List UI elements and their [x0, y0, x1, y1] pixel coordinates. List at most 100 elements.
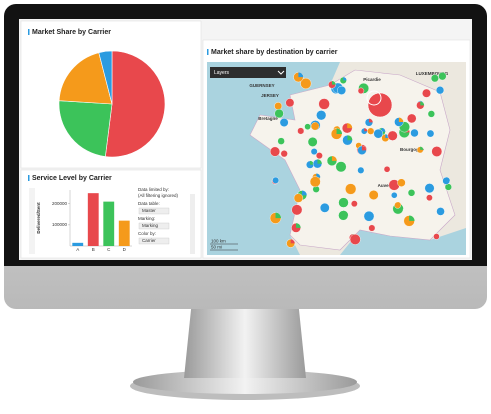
scrollbar: [190, 194, 195, 254]
map-marker-slice: [343, 210, 349, 216]
map-marker: [427, 110, 435, 118]
bar: [87, 193, 99, 246]
bar: [103, 201, 115, 246]
map-marker-slice: [331, 81, 336, 85]
map-marker: [387, 130, 398, 141]
map-marker: [272, 176, 280, 184]
map-marker: [357, 166, 365, 174]
map-marker: [316, 110, 327, 121]
france: [249, 69, 456, 251]
map-marker: [426, 194, 433, 202]
map-marker: [349, 233, 361, 245]
place-label: JERSEY: [261, 93, 279, 98]
map-marker: [424, 183, 435, 194]
place-label: GUERNSEY: [249, 83, 274, 88]
map-marker: [431, 146, 443, 157]
map-marker-slice: [398, 117, 404, 122]
map-marker: [436, 207, 445, 216]
pie-slice: [58, 100, 113, 157]
settings-text: Marking: [142, 223, 159, 228]
map-marker-slice: [420, 146, 424, 150]
map-marker: [297, 127, 305, 135]
map-marker: [319, 202, 330, 213]
map-marker: [277, 137, 285, 145]
pie-slice: [98, 50, 113, 105]
map-marker: [368, 224, 376, 232]
map-marker-slice: [275, 212, 282, 219]
map-marker-slice: [347, 135, 353, 141]
map-marker-slice: [343, 77, 347, 81]
map-marker-slice: [317, 159, 322, 164]
map-marker-slice: [409, 215, 415, 221]
map-marker-slice: [446, 177, 450, 181]
selection-ring: [366, 90, 382, 106]
map-marker: [410, 128, 419, 138]
map-marker: [293, 193, 304, 203]
map-marker-slice: [331, 155, 337, 161]
map-marker: [363, 210, 375, 222]
settings-text: Marking:: [138, 216, 155, 221]
x-tick-label: B: [92, 247, 95, 252]
map-marker: [310, 148, 318, 155]
settings-text: Data limited by:: [138, 187, 169, 192]
place-label: Bourgogne: [400, 147, 424, 152]
map-marker: [338, 197, 349, 208]
map-marker: [345, 183, 357, 195]
map-marker: [422, 88, 431, 98]
map-marker: [307, 136, 318, 147]
map-marker-slice: [397, 201, 401, 206]
map-marker: [433, 233, 440, 240]
map-marker-slice: [316, 173, 321, 178]
panel-title: Service Level by Carrier: [32, 175, 112, 182]
map-marker: [309, 176, 321, 188]
map-marker: [269, 146, 281, 157]
map-marker: [391, 191, 398, 199]
map-marker: [315, 152, 323, 160]
map-marker: [397, 178, 406, 187]
title-marker: [207, 49, 209, 55]
map-marker-slice: [420, 101, 425, 106]
map-marker-slice: [315, 122, 320, 127]
map-marker-slice: [302, 190, 307, 196]
map-marker: [280, 150, 288, 158]
bar: [118, 220, 130, 246]
place-label: Auvergne: [378, 183, 399, 188]
map-marker: [335, 161, 347, 173]
title-marker: [28, 29, 30, 35]
settings-text: Carrier: [142, 238, 156, 243]
map-marker: [430, 74, 439, 83]
map-marker: [300, 77, 312, 90]
map-marker: [435, 86, 445, 95]
title-marker: [28, 175, 30, 181]
x-tick-label: C: [107, 247, 111, 252]
select-box: [138, 222, 170, 230]
settings-text: Master: [142, 208, 156, 213]
pie-slice: [105, 50, 166, 158]
map-marker: [285, 98, 295, 108]
bar: [72, 242, 84, 246]
map-marker: [274, 102, 283, 110]
scale-label: 50 mi: [211, 245, 222, 250]
map-marker-slice: [364, 128, 368, 132]
side-toolbar: [29, 188, 35, 254]
map-marker: [357, 87, 365, 95]
map-marker: [367, 127, 375, 135]
pie-slice: [58, 52, 113, 105]
sea: [340, 228, 466, 255]
map-marker: [426, 129, 435, 138]
x-tick-label: D: [123, 247, 127, 252]
map-area: GUERNSEY JERSEY Bretagne Picardie LUXEMBOURG…: [207, 62, 466, 255]
place-label: Picardie: [363, 77, 381, 82]
map-marker-slice: [381, 127, 386, 132]
settings-text: Color by:: [138, 231, 156, 236]
map-marker: [291, 204, 303, 216]
map-marker: [279, 118, 289, 127]
map-marker: [304, 123, 311, 130]
map-marker: [368, 190, 379, 200]
map-marker: [367, 92, 393, 118]
layers-dropdown[interactable]: [210, 67, 286, 78]
stand-neck: [184, 300, 306, 378]
map-marker-slice: [361, 145, 367, 151]
map-marker: [318, 98, 330, 110]
